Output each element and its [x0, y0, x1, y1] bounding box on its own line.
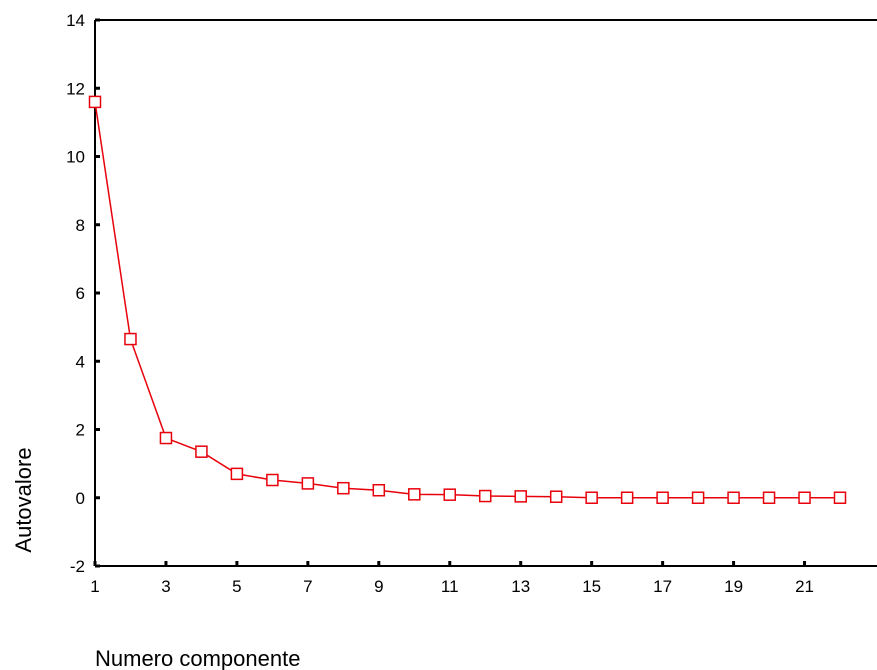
- series-line: [94, 101, 840, 499]
- data-point-marker: [408, 488, 421, 501]
- x-tick-label: 1: [90, 577, 99, 596]
- x-tick-label: 19: [724, 577, 743, 596]
- y-tick-label: 10: [66, 148, 85, 167]
- data-point-marker: [301, 477, 315, 490]
- data-point-marker: [620, 491, 634, 504]
- data-point-marker: [443, 488, 457, 501]
- data-point-marker: [727, 491, 740, 504]
- y-ticks: -2 0 2 4 6 8 10 12 14: [66, 11, 100, 576]
- x-ticks: 1 3 5 7 9 11 13 15 17 19 21: [90, 561, 814, 596]
- x-tick-label: 7: [303, 577, 312, 596]
- x-tick-label: 15: [582, 577, 601, 596]
- axes: [94, 19, 877, 567]
- x-tick-label: 17: [653, 577, 672, 596]
- data-point-marker: [159, 431, 173, 445]
- y-tick-label: -2: [70, 557, 85, 576]
- data-point-marker: [585, 491, 598, 504]
- y-axis-label: Autovalore: [11, 447, 36, 552]
- x-axis-label: Numero componente: [95, 646, 300, 670]
- data-point-marker: [195, 445, 208, 458]
- data-point-marker: [372, 483, 386, 497]
- y-tick-label: 14: [66, 11, 85, 30]
- x-tick-label: 21: [795, 577, 814, 596]
- x-tick-label: 5: [232, 577, 241, 596]
- data-point-marker: [798, 491, 811, 504]
- data-point-marker: [833, 491, 847, 504]
- x-tick-label: 9: [374, 577, 383, 596]
- y-tick-label: 6: [76, 284, 85, 303]
- data-point-marker: [124, 332, 137, 346]
- data-point-marker: [266, 473, 279, 487]
- y-tick-label: 4: [76, 352, 85, 371]
- y-tick-label: 12: [66, 79, 85, 98]
- data-point-marker: [656, 491, 669, 504]
- data-point-marker: [230, 467, 244, 481]
- y-tick-label: 8: [76, 216, 85, 235]
- data-point-marker: [514, 490, 527, 503]
- y-tick-label: 2: [76, 421, 85, 440]
- x-tick-label: 11: [441, 577, 459, 596]
- data-point-marker: [691, 491, 705, 504]
- y-tick-label: 0: [76, 489, 85, 508]
- data-point-marker: [88, 95, 102, 109]
- x-tick-label: 3: [161, 577, 170, 596]
- x-tick-label: 13: [511, 577, 530, 596]
- series-layer: [88, 95, 847, 504]
- data-point-marker: [337, 481, 350, 495]
- data-point-marker: [478, 489, 492, 503]
- data-point-marker: [549, 490, 563, 503]
- data-point-marker: [762, 491, 776, 504]
